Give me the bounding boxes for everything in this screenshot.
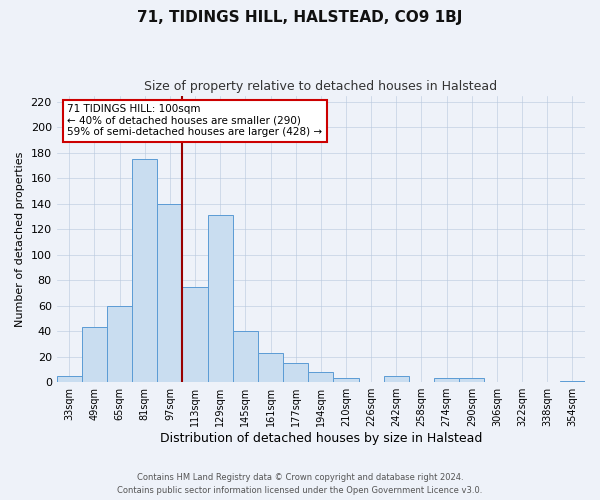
Bar <box>384 376 409 382</box>
Text: 71 TIDINGS HILL: 100sqm
← 40% of detached houses are smaller (290)
59% of semi-d: 71 TIDINGS HILL: 100sqm ← 40% of detache… <box>67 104 322 138</box>
Bar <box>459 378 484 382</box>
Title: Size of property relative to detached houses in Halstead: Size of property relative to detached ho… <box>144 80 497 93</box>
Text: Contains HM Land Registry data © Crown copyright and database right 2024.
Contai: Contains HM Land Registry data © Crown c… <box>118 474 482 495</box>
Bar <box>132 160 157 382</box>
X-axis label: Distribution of detached houses by size in Halstead: Distribution of detached houses by size … <box>160 432 482 445</box>
Bar <box>258 353 283 382</box>
Bar <box>560 381 585 382</box>
Text: 71, TIDINGS HILL, HALSTEAD, CO9 1BJ: 71, TIDINGS HILL, HALSTEAD, CO9 1BJ <box>137 10 463 25</box>
Bar <box>334 378 359 382</box>
Bar <box>157 204 182 382</box>
Bar <box>82 328 107 382</box>
Bar <box>208 216 233 382</box>
Bar <box>107 306 132 382</box>
Y-axis label: Number of detached properties: Number of detached properties <box>15 151 25 326</box>
Bar <box>233 331 258 382</box>
Bar <box>56 376 82 382</box>
Bar <box>182 286 208 382</box>
Bar <box>283 363 308 382</box>
Bar <box>308 372 334 382</box>
Bar <box>434 378 459 382</box>
